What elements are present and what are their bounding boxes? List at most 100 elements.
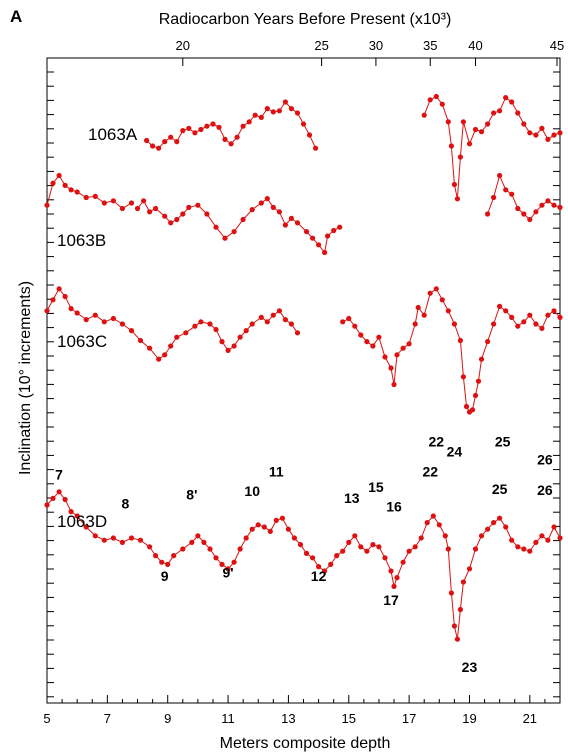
data-point [147, 209, 153, 215]
data-point [412, 544, 418, 550]
data-point [460, 579, 466, 585]
data-point [475, 378, 482, 384]
data-point [463, 403, 470, 410]
data-point [551, 202, 557, 208]
data-point [150, 143, 156, 149]
data-point [472, 392, 479, 399]
data-point [322, 249, 328, 256]
data-point [370, 343, 376, 349]
data-point [460, 374, 466, 380]
data-point [186, 204, 192, 210]
data-point [451, 321, 457, 327]
data-point [192, 323, 198, 329]
data-point [68, 306, 74, 312]
data-point [195, 533, 201, 539]
data-point [183, 330, 189, 336]
data-point [451, 623, 457, 629]
data-point [288, 215, 294, 221]
data-point [457, 337, 463, 344]
data-point [44, 308, 50, 314]
data-point [503, 308, 509, 314]
data-point [119, 539, 125, 546]
data-point [225, 347, 231, 353]
data-point [180, 546, 186, 552]
data-point [50, 297, 56, 303]
data-point [207, 321, 213, 327]
data-point [521, 319, 527, 325]
data-point [448, 590, 454, 596]
data-point [204, 211, 210, 217]
data-point [119, 321, 125, 327]
data-point [400, 559, 406, 565]
data-point [415, 304, 421, 311]
data-point [382, 555, 388, 561]
event-label: 11 [269, 463, 284, 479]
data-point [418, 535, 424, 541]
data-point [297, 542, 304, 548]
data-point [445, 119, 451, 125]
data-point [545, 136, 551, 142]
data-point [213, 326, 219, 333]
data-point [153, 205, 159, 212]
data-point [195, 202, 201, 208]
data-point [159, 559, 165, 565]
data-point [509, 314, 515, 320]
data-point [270, 109, 276, 115]
data-point [509, 537, 515, 543]
data-point [207, 546, 213, 552]
data-point [539, 202, 545, 208]
data-point [310, 235, 316, 241]
event-label: 10 [244, 483, 260, 499]
data-point [258, 314, 264, 320]
data-point [454, 636, 460, 642]
data-point [219, 561, 225, 568]
data-point [388, 568, 394, 574]
data-point [56, 286, 62, 292]
top-tick-label: 35 [423, 38, 437, 53]
data-point [237, 334, 243, 340]
top-tick-label: 25 [314, 38, 328, 53]
series-line [46, 174, 132, 210]
series-line [46, 491, 561, 640]
data-point [400, 345, 406, 351]
data-point [101, 200, 107, 206]
data-point [240, 216, 246, 223]
data-point [258, 114, 264, 120]
data-point [267, 528, 273, 535]
data-point [222, 235, 228, 241]
data-point [231, 229, 237, 235]
data-point [527, 216, 533, 223]
data-point [276, 108, 282, 114]
data-point [421, 312, 427, 318]
data-point [162, 139, 168, 145]
data-point [436, 522, 442, 528]
data-point [74, 310, 80, 316]
data-point [44, 202, 50, 208]
data-point [273, 517, 279, 524]
data-point [370, 542, 376, 548]
data-point [557, 535, 563, 541]
x-tick-label: 13 [281, 711, 295, 726]
data-point [294, 110, 301, 116]
data-point [421, 112, 427, 118]
data-point [391, 381, 397, 388]
data-point [533, 321, 539, 327]
core-label: 1063C [57, 332, 107, 351]
data-point [56, 172, 62, 179]
data-point [515, 544, 521, 550]
data-point [201, 539, 207, 546]
data-point [503, 187, 509, 193]
data-point [147, 544, 153, 550]
data-point [288, 106, 294, 112]
data-point [376, 544, 382, 550]
data-point [439, 297, 445, 303]
data-point [478, 533, 485, 539]
data-point [445, 308, 451, 314]
data-point [515, 205, 521, 212]
x-tick-label: 9 [164, 711, 171, 726]
data-point [243, 328, 249, 334]
data-point [249, 207, 255, 213]
top-tick-label: 40 [468, 38, 482, 53]
data-point [156, 356, 162, 362]
data-point [110, 315, 116, 322]
